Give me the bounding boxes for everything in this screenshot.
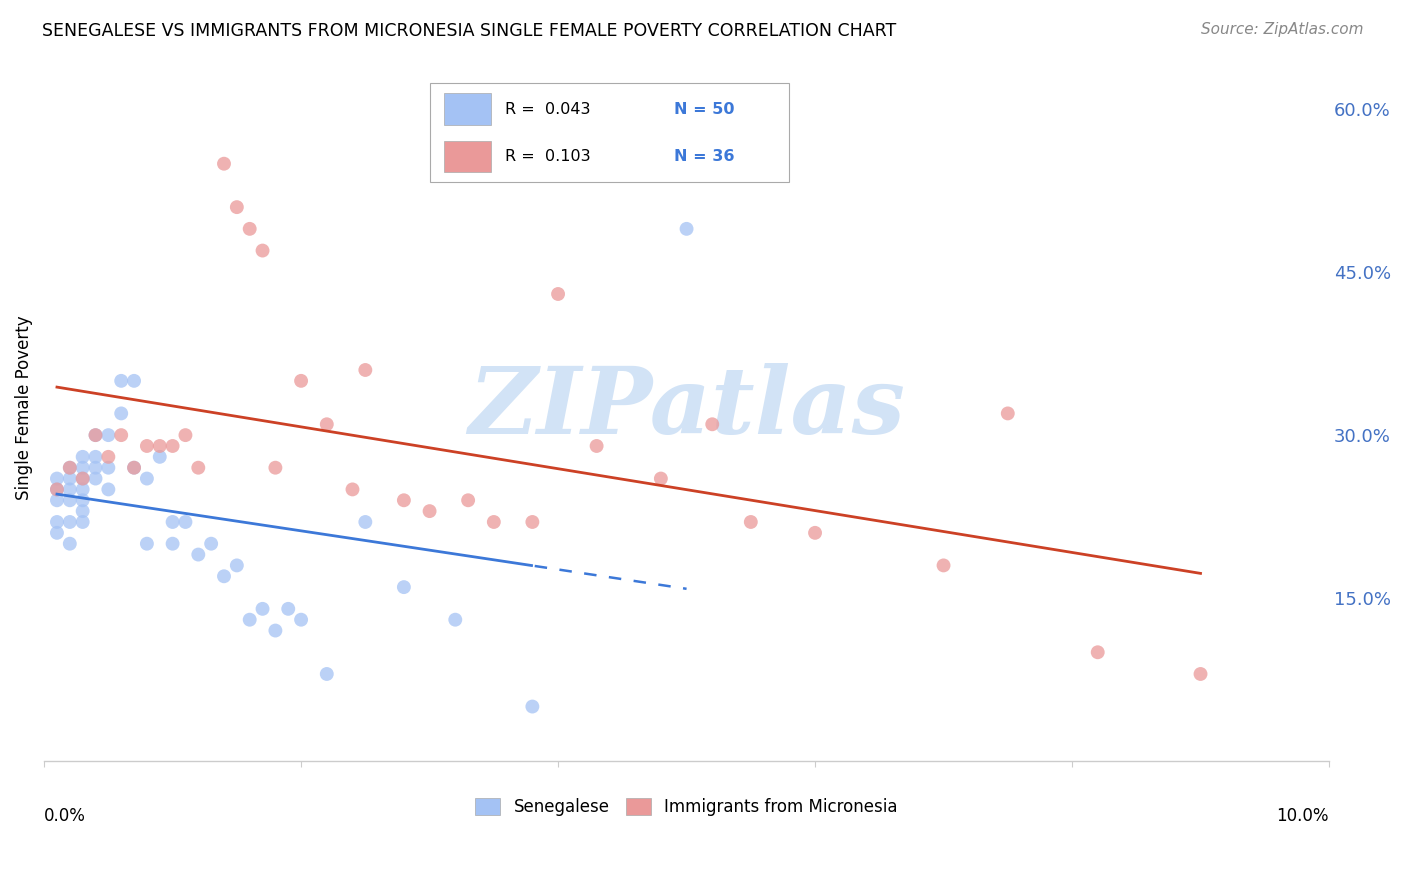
Point <box>392 580 415 594</box>
Point <box>84 428 107 442</box>
Point <box>702 417 724 432</box>
Point <box>110 406 132 420</box>
Point <box>122 374 145 388</box>
Y-axis label: Single Female Poverty: Single Female Poverty <box>15 316 32 500</box>
Point <box>174 428 197 442</box>
Point <box>149 450 172 464</box>
Point <box>392 493 415 508</box>
Point <box>212 569 235 583</box>
Point <box>225 200 247 214</box>
Point <box>72 450 94 464</box>
Point <box>59 460 82 475</box>
Point <box>264 624 287 638</box>
Point <box>419 504 441 518</box>
Point <box>72 471 94 485</box>
Point <box>187 548 209 562</box>
Point <box>174 515 197 529</box>
Point <box>149 439 172 453</box>
Point <box>135 471 157 485</box>
Point <box>1189 667 1212 681</box>
Point <box>59 515 82 529</box>
Point <box>997 406 1019 420</box>
Point <box>97 450 120 464</box>
Point <box>482 515 505 529</box>
Point <box>804 525 827 540</box>
Point <box>162 439 184 453</box>
Point <box>547 287 569 301</box>
Point <box>585 439 607 453</box>
Point <box>59 460 82 475</box>
Point <box>200 537 222 551</box>
Point <box>46 483 69 497</box>
Point <box>97 460 120 475</box>
Point <box>444 613 467 627</box>
Point <box>46 515 69 529</box>
Point <box>239 613 262 627</box>
Point <box>354 515 377 529</box>
Point <box>46 493 69 508</box>
Point <box>84 428 107 442</box>
Point <box>72 515 94 529</box>
Point <box>59 471 82 485</box>
Point <box>162 515 184 529</box>
Point <box>264 460 287 475</box>
Point <box>110 374 132 388</box>
Point <box>72 471 94 485</box>
Point <box>290 374 312 388</box>
Point <box>212 157 235 171</box>
Point <box>110 428 132 442</box>
Point <box>72 483 94 497</box>
Point <box>252 602 274 616</box>
Point <box>59 537 82 551</box>
Point <box>84 450 107 464</box>
Point <box>72 504 94 518</box>
Point <box>97 428 120 442</box>
Point <box>72 493 94 508</box>
Point <box>46 471 69 485</box>
Point <box>84 471 107 485</box>
Point <box>122 460 145 475</box>
Point <box>187 460 209 475</box>
Point <box>97 483 120 497</box>
Point <box>932 558 955 573</box>
Point <box>354 363 377 377</box>
Point <box>162 537 184 551</box>
Point <box>277 602 299 616</box>
Point <box>290 613 312 627</box>
Point <box>457 493 479 508</box>
Point <box>122 460 145 475</box>
Point <box>59 493 82 508</box>
Text: 0.0%: 0.0% <box>44 806 86 825</box>
Text: ZIPatlas: ZIPatlas <box>468 363 905 453</box>
Legend: Senegalese, Immigrants from Micronesia: Senegalese, Immigrants from Micronesia <box>468 791 904 823</box>
Text: 10.0%: 10.0% <box>1277 806 1329 825</box>
Text: Source: ZipAtlas.com: Source: ZipAtlas.com <box>1201 22 1364 37</box>
Point <box>135 537 157 551</box>
Point <box>225 558 247 573</box>
Point <box>72 460 94 475</box>
Point <box>46 483 69 497</box>
Point <box>252 244 274 258</box>
Point <box>1087 645 1109 659</box>
Point <box>59 483 82 497</box>
Text: SENEGALESE VS IMMIGRANTS FROM MICRONESIA SINGLE FEMALE POVERTY CORRELATION CHART: SENEGALESE VS IMMIGRANTS FROM MICRONESIA… <box>42 22 897 40</box>
Point <box>675 222 697 236</box>
Point <box>740 515 762 529</box>
Point <box>650 471 672 485</box>
Point <box>522 699 544 714</box>
Point <box>315 417 337 432</box>
Point <box>84 460 107 475</box>
Point <box>46 525 69 540</box>
Point <box>239 222 262 236</box>
Point <box>342 483 364 497</box>
Point <box>522 515 544 529</box>
Point <box>135 439 157 453</box>
Point <box>315 667 337 681</box>
